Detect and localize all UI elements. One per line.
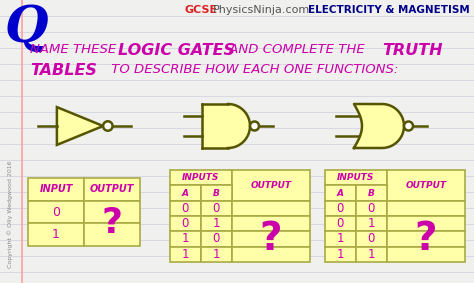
Bar [325, 231, 356, 247]
Text: NAME THESE: NAME THESE [30, 43, 120, 56]
Text: AND COMPLETE THE: AND COMPLETE THE [225, 43, 369, 56]
Text: 0: 0 [52, 205, 60, 218]
Bar [325, 201, 356, 216]
Text: INPUTS: INPUTS [337, 173, 374, 182]
Text: 1: 1 [182, 248, 189, 261]
Text: GCSE: GCSE [185, 5, 218, 15]
Text: OUTPUT: OUTPUT [250, 181, 292, 190]
Text: A: A [337, 188, 344, 198]
Polygon shape [228, 104, 250, 148]
Bar [201, 201, 232, 216]
Bar [356, 201, 387, 216]
Bar [170, 247, 201, 262]
Bar [201, 247, 232, 262]
Bar [170, 170, 232, 185]
Text: TABLES: TABLES [30, 63, 97, 78]
Bar [325, 216, 356, 231]
Text: B: B [368, 188, 374, 198]
Bar [170, 231, 201, 247]
Text: INPUTS: INPUTS [182, 173, 219, 182]
Text: 1: 1 [367, 248, 375, 261]
Circle shape [103, 121, 112, 131]
Circle shape [250, 121, 259, 130]
Text: 1: 1 [52, 228, 60, 241]
Text: Q: Q [5, 4, 48, 53]
Bar [84, 178, 140, 201]
Text: TRUTH: TRUTH [382, 43, 443, 58]
Bar [84, 223, 140, 246]
Text: INPUT: INPUT [39, 184, 73, 194]
Bar [201, 231, 232, 247]
Text: 1: 1 [337, 233, 344, 245]
Bar [232, 201, 310, 216]
Text: 0: 0 [337, 217, 344, 230]
Bar [170, 201, 201, 216]
Text: 1: 1 [367, 217, 375, 230]
Text: ELECTRICITY & MAGNETISM: ELECTRICITY & MAGNETISM [308, 5, 470, 15]
Text: 0: 0 [212, 233, 220, 245]
Bar [28, 201, 84, 223]
Circle shape [404, 121, 413, 130]
Text: LOGIC GATES: LOGIC GATES [118, 43, 235, 58]
Polygon shape [57, 107, 103, 145]
Text: OUTPUT: OUTPUT [90, 184, 134, 194]
Bar [387, 201, 465, 216]
Bar [387, 216, 465, 231]
Text: PhysicsNinja.com: PhysicsNinja.com [213, 5, 310, 15]
Text: 1: 1 [337, 248, 344, 261]
Bar [84, 201, 140, 223]
Bar [232, 247, 310, 262]
Text: 1: 1 [212, 248, 220, 261]
Text: 0: 0 [182, 217, 189, 230]
Bar [356, 185, 387, 201]
Bar [356, 231, 387, 247]
Bar [170, 185, 201, 201]
Text: OUTPUT: OUTPUT [405, 181, 447, 190]
Bar [232, 231, 310, 247]
Text: A: A [182, 188, 189, 198]
Text: 1: 1 [212, 217, 220, 230]
Text: 0: 0 [367, 202, 375, 215]
Polygon shape [354, 104, 404, 148]
Bar [28, 178, 84, 201]
Bar [325, 247, 356, 262]
Text: Copyright © Olly Wedgwood 2016: Copyright © Olly Wedgwood 2016 [7, 160, 13, 268]
Bar [325, 170, 387, 185]
Bar [356, 247, 387, 262]
Text: 0: 0 [367, 233, 375, 245]
Bar [201, 185, 232, 201]
Bar [170, 216, 201, 231]
Bar [356, 216, 387, 231]
Text: ?: ? [101, 206, 122, 240]
Bar [387, 247, 465, 262]
Text: TO DESCRIBE HOW EACH ONE FUNCTIONS:: TO DESCRIBE HOW EACH ONE FUNCTIONS: [107, 63, 398, 76]
Text: B: B [213, 188, 219, 198]
Text: 0: 0 [337, 202, 344, 215]
Bar [201, 216, 232, 231]
Bar [387, 231, 465, 247]
Text: 1: 1 [182, 233, 189, 245]
Text: 0: 0 [182, 202, 189, 215]
Text: ?: ? [415, 220, 437, 258]
Bar [325, 185, 356, 201]
Bar [232, 170, 310, 201]
Bar [232, 216, 310, 231]
Text: 0: 0 [212, 202, 220, 215]
Bar [202, 104, 228, 148]
Text: ?: ? [260, 220, 282, 258]
Bar [28, 223, 84, 246]
Bar [387, 170, 465, 201]
